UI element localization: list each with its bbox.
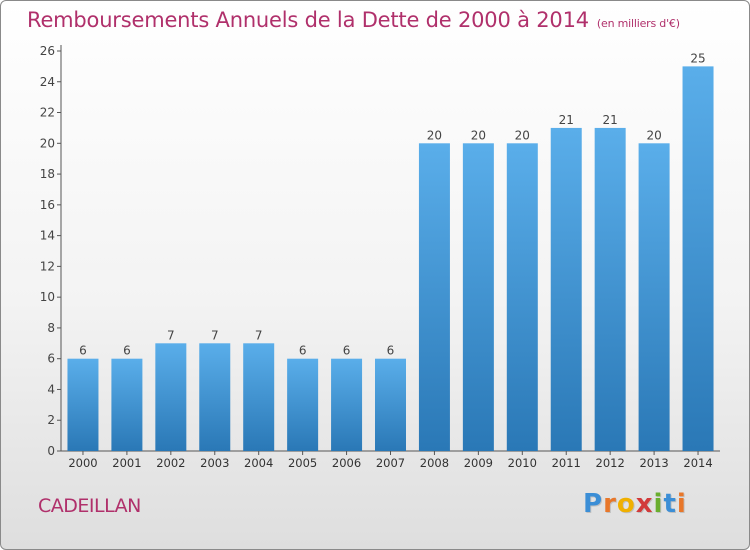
data-label: 7 xyxy=(211,328,219,342)
bar xyxy=(243,343,275,451)
x-tick-label: 2010 xyxy=(508,456,537,470)
data-label: 6 xyxy=(299,344,307,358)
y-tick-label: 14 xyxy=(40,229,55,243)
data-label: 6 xyxy=(387,344,395,358)
data-label: 6 xyxy=(79,344,87,358)
y-tick-label: 0 xyxy=(47,444,55,458)
proxiti-logo: Proxiti xyxy=(583,489,687,519)
y-tick-label: 16 xyxy=(40,198,55,212)
data-label: 21 xyxy=(559,113,574,127)
logo-letter: i xyxy=(676,489,687,519)
x-tick-label: 2007 xyxy=(376,456,405,470)
data-label: 20 xyxy=(515,128,530,142)
bar xyxy=(67,358,99,451)
y-tick-label: 4 xyxy=(47,382,55,396)
data-label: 7 xyxy=(255,328,263,342)
bar xyxy=(550,127,582,451)
data-label: 6 xyxy=(123,344,131,358)
y-tick-label: 18 xyxy=(40,167,55,181)
chart-title: Remboursements Annuels de la Dette de 20… xyxy=(27,8,680,32)
logo-letter: r xyxy=(603,489,617,519)
y-tick-label: 12 xyxy=(40,259,55,273)
x-tick-label: 2012 xyxy=(596,456,625,470)
y-tick-label: 26 xyxy=(40,44,55,58)
x-tick-label: 2006 xyxy=(332,456,361,470)
bar xyxy=(155,343,187,451)
logo-letter: P xyxy=(583,489,604,519)
x-tick-label: 2000 xyxy=(68,456,97,470)
bar xyxy=(418,143,450,452)
data-label: 20 xyxy=(427,128,442,142)
x-tick-label: 2008 xyxy=(420,456,449,470)
y-tick-label: 22 xyxy=(40,106,55,120)
chart-title-text: Remboursements Annuels de la Dette de 20… xyxy=(27,8,589,32)
bar xyxy=(331,358,363,451)
x-tick-label: 2002 xyxy=(156,456,185,470)
x-tick-label: 2013 xyxy=(639,456,668,470)
y-tick-label: 8 xyxy=(47,321,55,335)
x-tick-label: 2003 xyxy=(200,456,229,470)
data-label: 21 xyxy=(603,113,618,127)
logo-letter: i xyxy=(653,489,664,519)
data-label: 20 xyxy=(471,128,486,142)
x-tick-label: 2014 xyxy=(683,456,712,470)
bar xyxy=(111,358,143,451)
bar xyxy=(462,143,494,452)
chart-unit: (en milliers d'€) xyxy=(596,17,680,30)
x-tick-label: 2009 xyxy=(464,456,493,470)
y-tick-label: 10 xyxy=(40,290,55,304)
logo-letter: x xyxy=(635,489,654,519)
y-tick-label: 2 xyxy=(47,413,55,427)
y-tick-label: 6 xyxy=(47,352,55,366)
bar xyxy=(638,143,670,452)
x-tick-label: 2011 xyxy=(552,456,581,470)
y-tick-label: 24 xyxy=(40,75,55,89)
bar xyxy=(375,358,406,451)
bar xyxy=(506,143,538,452)
data-label: 6 xyxy=(343,344,351,358)
data-label: 25 xyxy=(690,51,705,65)
bar xyxy=(594,127,626,451)
commune-name: CADEILLAN xyxy=(38,495,141,517)
x-tick-label: 2001 xyxy=(112,456,141,470)
x-tick-label: 2005 xyxy=(288,456,317,470)
logo-letter: t xyxy=(663,489,677,519)
bar xyxy=(682,66,714,451)
data-label: 7 xyxy=(167,328,175,342)
bar xyxy=(199,343,231,451)
bar xyxy=(287,358,319,451)
data-label: 20 xyxy=(646,128,661,142)
logo-letter: o xyxy=(616,489,636,519)
y-tick-label: 20 xyxy=(40,136,55,150)
x-tick-label: 2004 xyxy=(244,456,273,470)
